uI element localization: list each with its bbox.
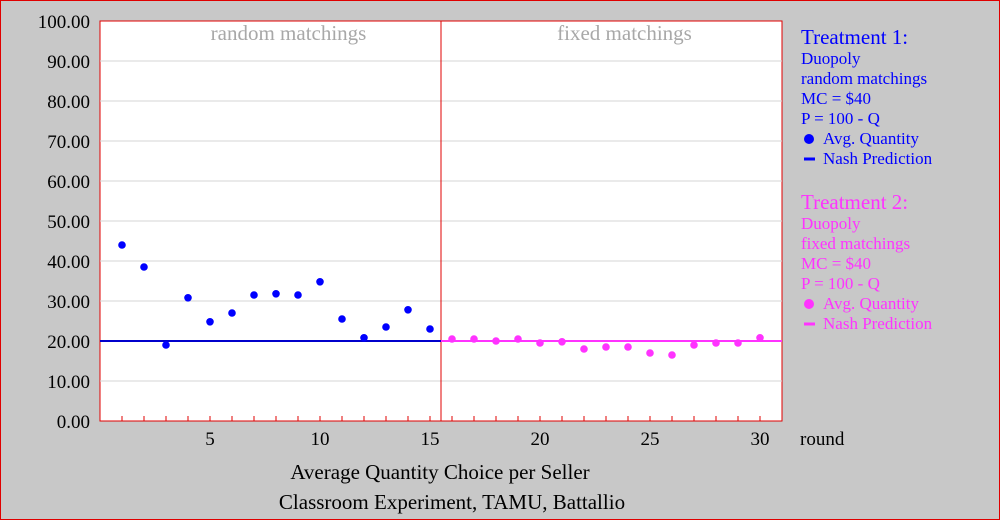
data-point-treatment-1 — [294, 291, 302, 299]
x-tick-label: 10 — [311, 429, 330, 450]
legend-marker-label: Avg. Quantity — [823, 294, 920, 313]
y-tick-label: 30.00 — [47, 292, 90, 313]
x-tick-label: 25 — [641, 429, 660, 450]
y-tick-label: 60.00 — [47, 172, 90, 193]
data-point-treatment-2 — [690, 341, 698, 349]
legend-title-treatment-1: Treatment 1: — [801, 25, 908, 49]
x-axis-label: round — [800, 429, 845, 450]
x-tick-label: 5 — [205, 429, 215, 450]
data-point-treatment-2 — [756, 334, 764, 342]
data-point-treatment-2 — [558, 338, 566, 346]
data-point-treatment-1 — [250, 291, 258, 299]
data-point-treatment-2 — [470, 335, 478, 343]
y-axis-ticks: 0.00 10.00 20.00 30.00 40.00 50.00 60.00 70.00 8… — [38, 12, 90, 433]
legend-detail-line: Duopoly — [801, 214, 861, 233]
data-point-treatment-2 — [646, 349, 654, 357]
caption-line-1: Average Quantity Choice per Seller — [290, 460, 589, 484]
data-point-treatment-2 — [492, 337, 500, 345]
y-tick-label: 20.00 — [47, 332, 90, 353]
y-tick-label: 10.00 — [47, 372, 90, 393]
y-tick-label: 100.00 — [38, 12, 90, 33]
data-point-treatment-2 — [668, 351, 676, 359]
data-point-treatment-1 — [382, 323, 390, 331]
legend-title-treatment-2: Treatment 2: — [801, 190, 908, 214]
legend-detail-line: P = 100 - Q — [801, 109, 880, 128]
legend-detail-line: random matchings — [801, 69, 927, 88]
data-point-treatment-2 — [624, 343, 632, 351]
y-tick-label: 90.00 — [47, 52, 90, 73]
data-point-treatment-2 — [536, 339, 544, 347]
y-tick-label: 0.00 — [57, 412, 90, 433]
caption-line-2: Classroom Experiment, TAMU, Battallio — [279, 490, 625, 514]
data-point-treatment-1 — [316, 278, 324, 286]
legend-line-label: Nash Prediction — [823, 314, 933, 333]
legend-detail-line: MC = $40 — [801, 254, 871, 273]
data-point-treatment-1 — [118, 241, 126, 249]
region-label-random: random matchings — [211, 21, 367, 45]
y-tick-label: 70.00 — [47, 132, 90, 153]
legend-detail-line: Duopoly — [801, 49, 861, 68]
legend-detail-line: fixed matchings — [801, 234, 910, 253]
data-point-treatment-1 — [162, 341, 170, 349]
data-point-treatment-1 — [338, 315, 346, 323]
data-point-treatment-2 — [448, 335, 456, 343]
data-point-treatment-1 — [272, 290, 280, 298]
data-point-treatment-2 — [514, 335, 522, 343]
legend-marker-dot — [804, 299, 814, 309]
chart-caption: Average Quantity Choice per Seller Classr… — [279, 460, 625, 514]
data-point-treatment-2 — [602, 343, 610, 351]
region-label-fixed: fixed matchings — [557, 21, 692, 45]
y-tick-label: 40.00 — [47, 252, 90, 273]
data-point-treatment-1 — [426, 325, 434, 333]
x-axis-ticks: 5 10 15 20 25 30 round — [121, 416, 845, 450]
data-point-treatment-1 — [184, 294, 192, 302]
y-tick-label: 80.00 — [47, 92, 90, 113]
data-point-treatment-1 — [140, 263, 148, 271]
data-point-treatment-1 — [228, 309, 236, 317]
legend-marker-label: Avg. Quantity — [823, 129, 920, 148]
legend-marker-dot — [804, 134, 814, 144]
data-point-treatment-1 — [404, 306, 412, 314]
x-tick-label: 30 — [751, 429, 770, 450]
legend-detail-line: MC = $40 — [801, 89, 871, 108]
data-points — [118, 241, 764, 359]
y-tick-label: 50.00 — [47, 212, 90, 233]
legend-detail-line: P = 100 - Q — [801, 274, 880, 293]
data-point-treatment-2 — [580, 345, 588, 353]
data-point-treatment-2 — [712, 339, 720, 347]
data-point-treatment-2 — [734, 339, 742, 347]
legend-line-label: Nash Prediction — [823, 149, 933, 168]
region-labels: random matchings fixed matchings — [211, 21, 692, 45]
data-point-treatment-1 — [360, 334, 368, 342]
data-point-treatment-1 — [206, 318, 214, 326]
x-tick-label: 20 — [531, 429, 550, 450]
x-tick-label: 15 — [421, 429, 440, 450]
